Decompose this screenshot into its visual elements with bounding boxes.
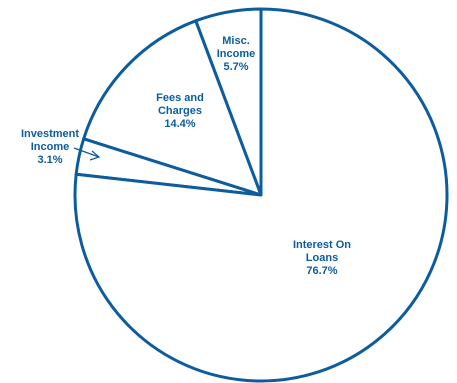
slice-name-line: Fees and xyxy=(156,92,204,104)
slice-value-label: 76.7% xyxy=(306,265,337,277)
slice-name-line: Income xyxy=(31,141,70,153)
slice-label-fees-and-charges: Fees and Charges 14.4% xyxy=(156,92,204,130)
slice-value-label: 3.1% xyxy=(37,154,62,166)
slice-label-investment-income: Investment Income 3.1% xyxy=(21,128,79,166)
pie-slices xyxy=(73,7,449,383)
slice-label-interest-on-loans: Interest On Loans 76.7% xyxy=(293,239,351,277)
slice-name-line: Investment xyxy=(21,128,79,140)
slice-name-line: Charges xyxy=(158,105,202,117)
slice-name-line: Misc. xyxy=(222,35,250,47)
slice-name-line: Interest On xyxy=(293,239,351,251)
pie-labels: Misc. Income 5.7%Fees and Charges 14.4%Inves… xyxy=(21,35,351,277)
slice-name-line: Income xyxy=(217,48,256,60)
slice-value-label: 5.7% xyxy=(223,61,248,73)
investment-leader-arrow xyxy=(73,147,101,161)
pie-slice-interest-on-loans xyxy=(73,7,449,383)
slice-label-misc-income: Misc. Income 5.7% xyxy=(217,35,256,73)
slice-name-line: Loans xyxy=(306,252,338,264)
slice-value-label: 14.4% xyxy=(164,118,195,130)
